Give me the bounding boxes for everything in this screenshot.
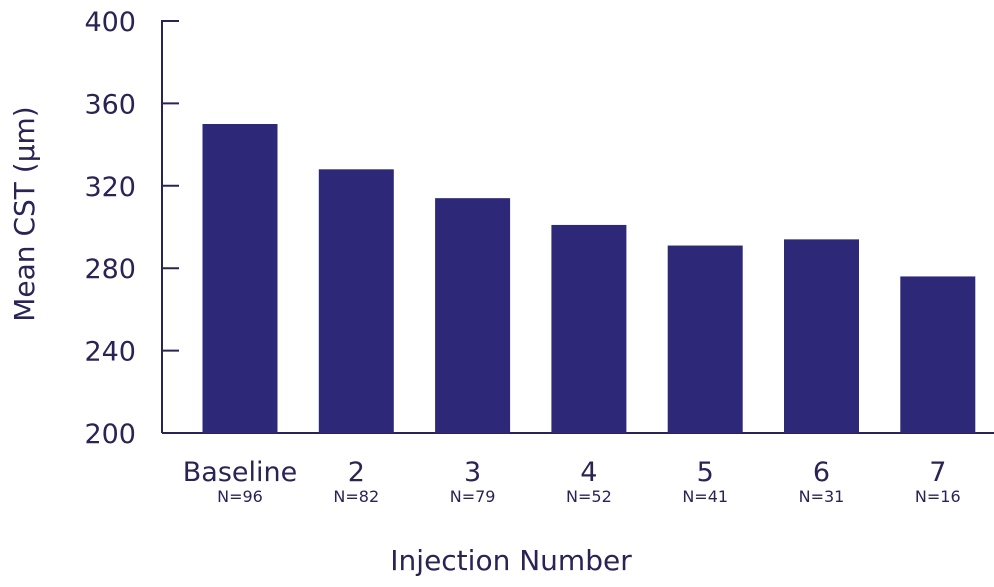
bars — [202, 124, 976, 433]
y-tick-label: 400 — [84, 7, 136, 38]
sample-size-label: N=79 — [450, 487, 496, 506]
y-tick-label: 360 — [84, 89, 136, 120]
y-tick-label: 280 — [84, 254, 136, 285]
x-tick-label: 4 — [580, 457, 597, 488]
y-axis: 200 240 280 320 360 400 — [84, 7, 179, 450]
y-axis-title: Mean CST (µm) — [8, 106, 41, 321]
bar-5 — [667, 245, 743, 433]
x-tick-label: 7 — [929, 457, 946, 488]
bar-6 — [784, 239, 859, 433]
bar-3 — [435, 198, 511, 433]
y-tick-label: 320 — [84, 172, 136, 203]
sample-size-label: N=96 — [217, 487, 263, 506]
sample-size-label: N=41 — [682, 487, 728, 506]
x-tick-label: 6 — [813, 457, 830, 488]
x-tick-label: 5 — [697, 457, 714, 488]
x-axis-title: Injection Number — [390, 544, 632, 577]
y-tick-label: 240 — [84, 337, 136, 368]
x-tick-label: Baseline — [183, 457, 297, 488]
sample-size-label: N=16 — [915, 487, 961, 506]
bar-2 — [318, 169, 394, 433]
sample-size-label: N=31 — [799, 487, 845, 506]
x-tick-label: 2 — [348, 457, 365, 488]
sample-size-label: N=82 — [333, 487, 379, 506]
bar-4 — [551, 224, 627, 433]
sample-size-label: N=52 — [566, 487, 612, 506]
bar-7 — [900, 276, 976, 433]
x-tick-label: 3 — [464, 457, 481, 488]
bar-1 — [202, 124, 278, 433]
y-tick-label: 200 — [84, 419, 136, 450]
